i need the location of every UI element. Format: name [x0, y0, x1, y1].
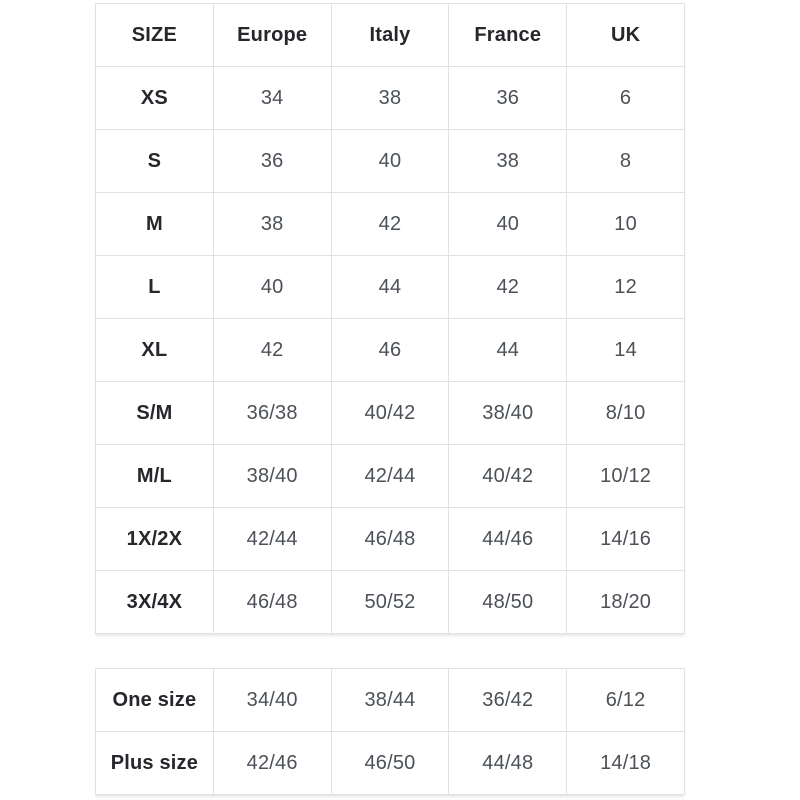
value-cell: 38/40: [212, 444, 332, 508]
value-cell: 36: [448, 66, 568, 130]
size-conversion-table: SIZE Europe Italy France UK XS 34 38 36 6 S 36…: [95, 3, 685, 634]
value-cell: 44/46: [448, 507, 568, 571]
table-row: M 38 42 40 10: [95, 192, 685, 256]
value-cell: 48/50: [448, 570, 568, 634]
table-row: 1X/2X 42/44 46/48 44/46 14/16: [95, 507, 685, 571]
special-sizes-body: One size 34/40 38/44 36/42 6/12 Plus size 42/4…: [95, 668, 685, 795]
value-cell: 6: [566, 66, 685, 130]
value-cell: 10: [566, 192, 685, 256]
size-label-cell: S/M: [95, 381, 214, 445]
value-cell: 8/10: [566, 381, 685, 445]
size-table-body: XS 34 38 36 6 S 36 40 38 8 M 38 42 40 10 L 40 44 42 12 XL 42 4…: [95, 66, 685, 634]
header-row: SIZE Europe Italy France UK: [95, 3, 685, 67]
table-row: 3X/4X 46/48 50/52 48/50 18/20: [95, 570, 685, 634]
value-cell: 44: [330, 255, 450, 319]
value-cell: 44: [448, 318, 568, 382]
size-label-cell: L: [95, 255, 214, 319]
value-cell: 14/16: [566, 507, 685, 571]
value-cell: 38: [330, 66, 450, 130]
value-cell: 46/48: [212, 570, 332, 634]
value-cell: 46: [330, 318, 450, 382]
value-cell: 42: [212, 318, 332, 382]
value-cell: 34/40: [212, 668, 332, 732]
value-cell: 14: [566, 318, 685, 382]
header-cell-uk: UK: [566, 3, 685, 67]
value-cell: 38/44: [330, 668, 450, 732]
value-cell: 34: [212, 66, 332, 130]
value-cell: 14/18: [566, 731, 685, 795]
size-label-cell: XL: [95, 318, 214, 382]
size-label-cell: XS: [95, 66, 214, 130]
table-row: S/M 36/38 40/42 38/40 8/10: [95, 381, 685, 445]
header-cell-france: France: [448, 3, 568, 67]
value-cell: 46/50: [330, 731, 450, 795]
table-row: One size 34/40 38/44 36/42 6/12: [95, 668, 685, 732]
value-cell: 46/48: [330, 507, 450, 571]
value-cell: 38/40: [448, 381, 568, 445]
size-label-cell: One size: [95, 668, 214, 732]
header-cell-italy: Italy: [330, 3, 450, 67]
value-cell: 44/48: [448, 731, 568, 795]
value-cell: 40: [212, 255, 332, 319]
size-table-header: SIZE Europe Italy France UK: [95, 3, 685, 67]
value-cell: 8: [566, 129, 685, 193]
table-row: L 40 44 42 12: [95, 255, 685, 319]
value-cell: 10/12: [566, 444, 685, 508]
value-cell: 36/38: [212, 381, 332, 445]
value-cell: 40: [330, 129, 450, 193]
value-cell: 42/44: [330, 444, 450, 508]
value-cell: 50/52: [330, 570, 450, 634]
value-cell: 40: [448, 192, 568, 256]
size-label-cell: 1X/2X: [95, 507, 214, 571]
size-label-cell: S: [95, 129, 214, 193]
special-sizes-table: One size 34/40 38/44 36/42 6/12 Plus size 42/4…: [95, 668, 685, 795]
value-cell: 42/46: [212, 731, 332, 795]
value-cell: 42/44: [212, 507, 332, 571]
value-cell: 38: [212, 192, 332, 256]
value-cell: 38: [448, 129, 568, 193]
value-cell: 18/20: [566, 570, 685, 634]
size-label-cell: Plus size: [95, 731, 214, 795]
size-label-cell: 3X/4X: [95, 570, 214, 634]
table-row: S 36 40 38 8: [95, 129, 685, 193]
value-cell: 12: [566, 255, 685, 319]
value-cell: 40/42: [448, 444, 568, 508]
header-cell-europe: Europe: [212, 3, 332, 67]
table-row: XS 34 38 36 6: [95, 66, 685, 130]
value-cell: 36: [212, 129, 332, 193]
size-label-cell: M/L: [95, 444, 214, 508]
header-cell-size: SIZE: [95, 3, 214, 67]
value-cell: 6/12: [566, 668, 685, 732]
size-label-cell: M: [95, 192, 214, 256]
table-row: Plus size 42/46 46/50 44/48 14/18: [95, 731, 685, 795]
table-row: XL 42 46 44 14: [95, 318, 685, 382]
table-row: M/L 38/40 42/44 40/42 10/12: [95, 444, 685, 508]
value-cell: 42: [448, 255, 568, 319]
value-cell: 36/42: [448, 668, 568, 732]
value-cell: 40/42: [330, 381, 450, 445]
value-cell: 42: [330, 192, 450, 256]
size-chart-container: SIZE Europe Italy France UK XS 34 38 36 6 S 36…: [95, 3, 685, 795]
